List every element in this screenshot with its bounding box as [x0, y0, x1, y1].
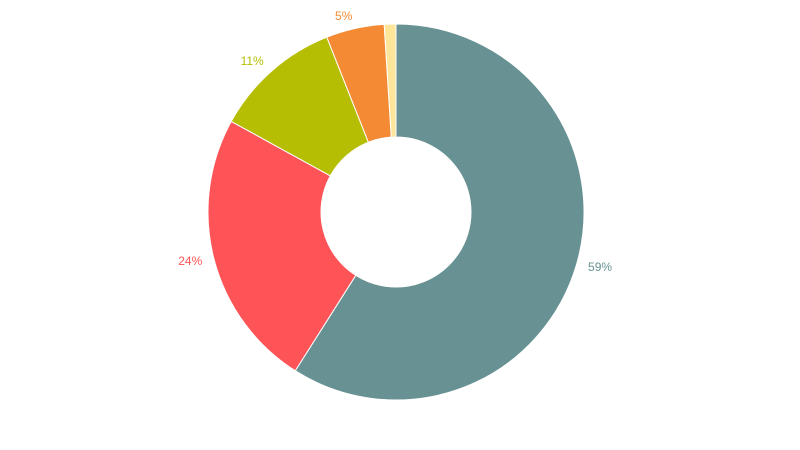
donut-slice	[294, 23, 585, 401]
slice-label: 24%	[178, 254, 202, 268]
slice-label: 11%	[241, 54, 264, 68]
slice-label: 59%	[588, 260, 612, 274]
donut-slice	[207, 120, 357, 372]
donut-slice	[383, 23, 397, 138]
slice-label: 5%	[335, 9, 353, 23]
